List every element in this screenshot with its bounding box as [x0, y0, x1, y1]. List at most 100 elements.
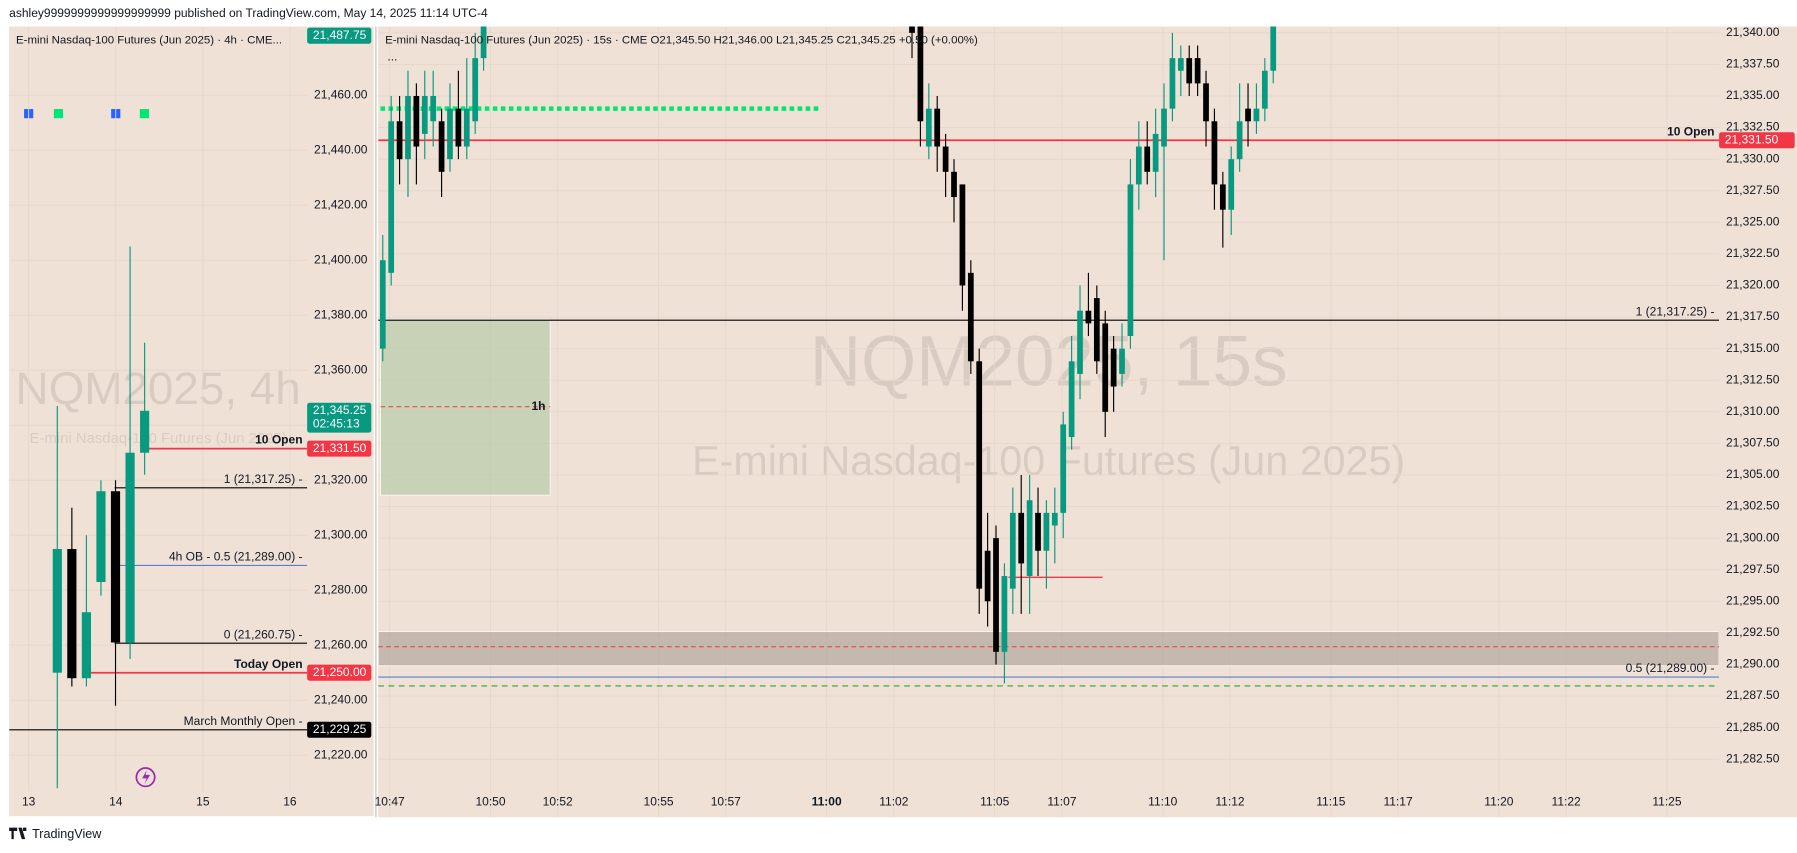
candle-body [951, 171, 957, 198]
chart-title: E-mini Nasdaq-100 Futures (Jun 2025) · 4… [16, 34, 282, 46]
watermark: NQM2025, 4h [15, 363, 300, 414]
y-tick-label: 21,420.00 [314, 197, 368, 211]
candle-body [1270, 26, 1277, 71]
y-tick-label: 21,312.50 [1726, 372, 1780, 386]
candle-body [472, 58, 479, 122]
candle-body [1177, 58, 1184, 71]
y-tick-label: 21,317.50 [1726, 309, 1780, 323]
candle-body [1093, 298, 1100, 362]
publisher-line: ashley9999999999999999999 published on T… [9, 6, 488, 20]
y-tick-label: 21,282.50 [1726, 751, 1780, 765]
level-label: 1 (21,317.25) - [1636, 304, 1715, 318]
candle-body [438, 121, 445, 172]
candle-body [1186, 58, 1193, 84]
candle-body [1211, 121, 1218, 185]
y-tick-label: 21,335.00 [1726, 88, 1780, 102]
replay-icon[interactable] [135, 767, 156, 788]
candle-body [140, 410, 150, 453]
y-tick-label: 21,287.50 [1726, 688, 1780, 702]
y-tick-label: 21,332.50 [1726, 120, 1780, 134]
candle-body [447, 108, 453, 160]
level-label: 10 Open [1667, 124, 1714, 138]
candle-body [52, 548, 62, 673]
y-tick-label: 21,297.50 [1726, 562, 1780, 576]
candle-body [1228, 159, 1235, 210]
level-label: 0 (21,260.75) - [224, 627, 303, 641]
candle-body [396, 121, 403, 160]
y-tick-label: 21,305.00 [1726, 467, 1780, 481]
candle-body [934, 108, 941, 147]
candle-body [1110, 348, 1117, 387]
x-tick-label: 11:15 [1316, 795, 1345, 809]
x-tick-label: 10:52 [543, 795, 573, 809]
x-tick-label: 10:55 [644, 795, 674, 809]
y-tick-label: 21,400.00 [314, 252, 368, 266]
x-tick-label: 11:07 [1047, 795, 1076, 809]
candle-body [1102, 323, 1109, 412]
candle-body [1026, 500, 1033, 577]
y-tick-label: 21,340.00 [1726, 25, 1780, 39]
y-tick-label: 21,302.50 [1726, 499, 1780, 513]
y-tick-label: 21,292.50 [1726, 625, 1780, 639]
candle-body [909, 26, 915, 33]
candle-body [1236, 121, 1243, 160]
price-box [307, 402, 372, 433]
price-box-label: 21,331.50 [1725, 132, 1779, 146]
y-tick-label: 21,300.00 [1726, 530, 1780, 544]
x-tick-label: 11:22 [1552, 795, 1581, 809]
chart-panel: NQM2025, 4h E-mini Nasdaq-100 Futures (Ju… [9, 26, 372, 809]
level-label: 4h OB - 0.5 (21,289.00) - [169, 550, 303, 564]
candle-body [1253, 108, 1260, 122]
x-tick-label: 11:00 [812, 795, 842, 809]
x-tick-label: 10:50 [475, 795, 505, 809]
price-box [1719, 132, 1795, 149]
candle-body [1119, 348, 1125, 374]
level-label: March Monthly Open - [184, 714, 303, 728]
right-panel [378, 26, 1797, 818]
x-tick-label: 11:12 [1215, 795, 1244, 809]
y-tick-label: 21,310.00 [1726, 404, 1780, 418]
candle-body [1018, 512, 1025, 564]
y-tick-label: 21,290.00 [1726, 657, 1780, 671]
candle-body [81, 612, 91, 679]
watermark-subtitle: E-mini Nasdaq-100 Futures (Jun 2025) [30, 431, 287, 447]
candle-body [1135, 146, 1142, 185]
candle-body [1245, 108, 1251, 122]
price-box [307, 664, 372, 681]
candle-body [967, 272, 974, 362]
y-tick-label: 21,460.00 [314, 87, 368, 101]
candle-body [67, 548, 77, 679]
price-box-label: 21,250.00 [313, 665, 367, 679]
x-tick-label: 11:20 [1484, 795, 1513, 809]
x-tick-label: 11:05 [980, 795, 1009, 809]
candle-body [1169, 58, 1176, 109]
y-tick-label: 21,307.50 [1726, 436, 1780, 450]
y-tick-label: 21,280.00 [314, 582, 368, 596]
candle-body [1060, 424, 1067, 513]
candle-body [925, 108, 932, 147]
x-tick-label: 11:25 [1652, 795, 1681, 809]
candle-body [1001, 576, 1008, 652]
y-tick-label: 21,295.00 [1726, 593, 1780, 607]
candle-body [430, 96, 437, 122]
x-tick-label: 16 [283, 795, 297, 809]
candle-body [405, 96, 411, 160]
candle-body [993, 538, 999, 652]
candle-body [1068, 361, 1075, 438]
candle-body [1152, 133, 1159, 172]
level-label: Today Open [234, 657, 303, 671]
candle-body [463, 108, 470, 147]
y-tick-label: 21,240.00 [314, 692, 368, 706]
price-box-label: 21,331.50 [313, 441, 367, 455]
logo-text: TradingView [32, 827, 102, 841]
candle-body [1144, 146, 1151, 172]
x-tick-label: 10:47 [375, 795, 405, 809]
x-tick-label: 11:17 [1383, 795, 1412, 809]
price-box [307, 721, 372, 738]
level-label: 10 Open [255, 433, 302, 447]
price-box-countdown: 02:45:13 [313, 417, 360, 431]
marker [53, 109, 64, 119]
candle-body [1035, 512, 1041, 551]
price-box [307, 27, 372, 44]
